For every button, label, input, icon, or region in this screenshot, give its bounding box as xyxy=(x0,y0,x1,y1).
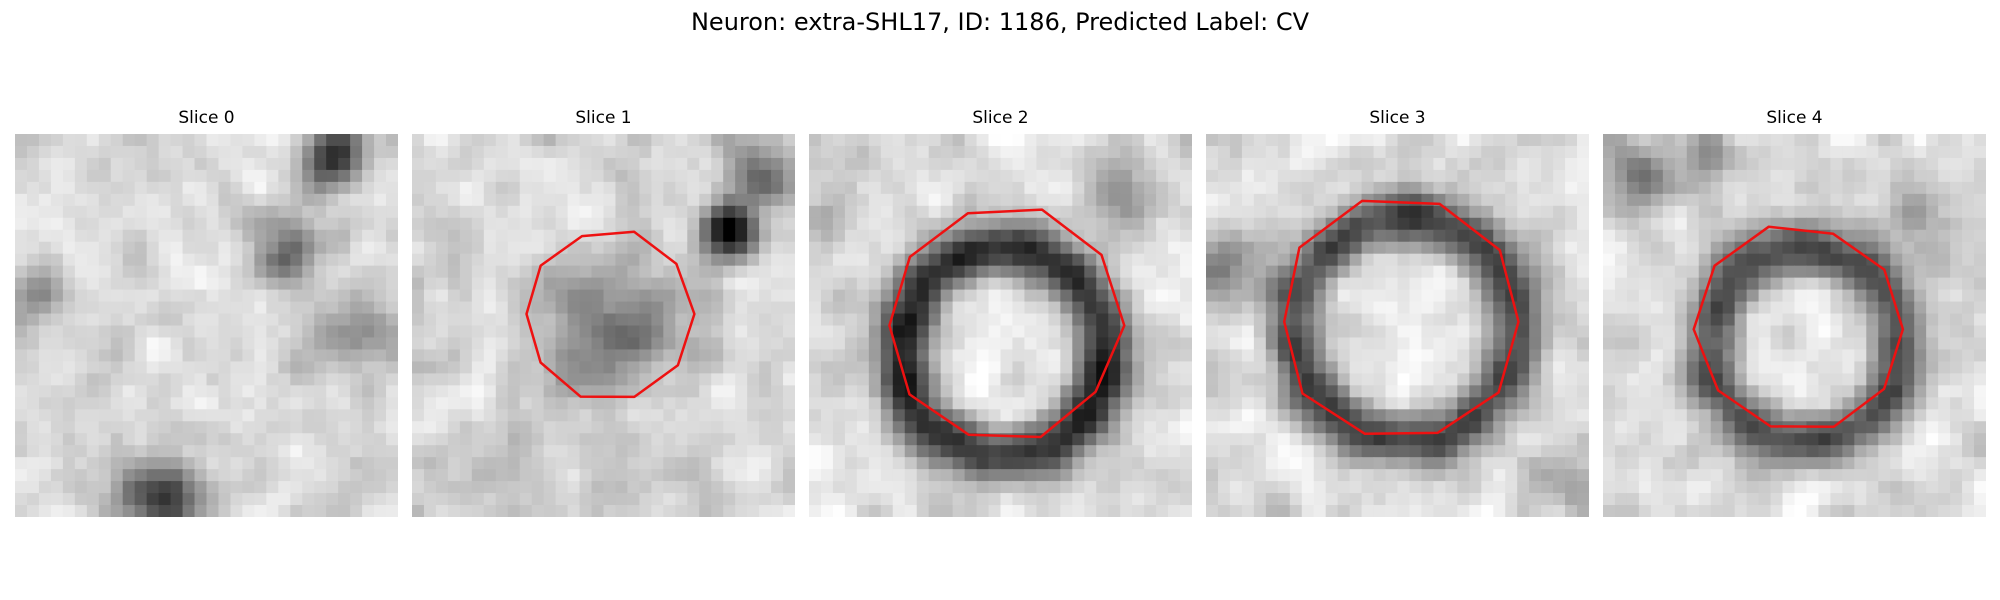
contour-outline-3 xyxy=(1282,199,1520,436)
slice-title-4: Slice 4 xyxy=(1766,108,1823,128)
slice-panel-1: Slice 1 xyxy=(412,108,795,517)
slice-title-2: Slice 2 xyxy=(972,108,1029,128)
slice-image-4 xyxy=(1603,134,1986,517)
slice-title-3: Slice 3 xyxy=(1369,108,1426,128)
slice-panel-3: Slice 3 xyxy=(1206,108,1589,517)
contour-outline-1 xyxy=(525,230,696,399)
slice-image-2 xyxy=(809,134,1192,517)
slice-image-0 xyxy=(15,134,398,517)
slice-image-1 xyxy=(412,134,795,517)
contour-outline-2 xyxy=(888,208,1126,439)
contour-outline-4 xyxy=(1692,225,1905,428)
figure-title: Neuron: extra-SHL17, ID: 1186, Predicted… xyxy=(690,8,1310,36)
slice-title-1: Slice 1 xyxy=(575,108,632,128)
slice-panel-2: Slice 2 xyxy=(809,108,1192,517)
slice-image-3 xyxy=(1206,134,1589,517)
slice-panel-4: Slice 4 xyxy=(1603,108,1986,517)
slice-title-0: Slice 0 xyxy=(178,108,235,128)
slice-panel-0: Slice 0 xyxy=(15,108,398,517)
